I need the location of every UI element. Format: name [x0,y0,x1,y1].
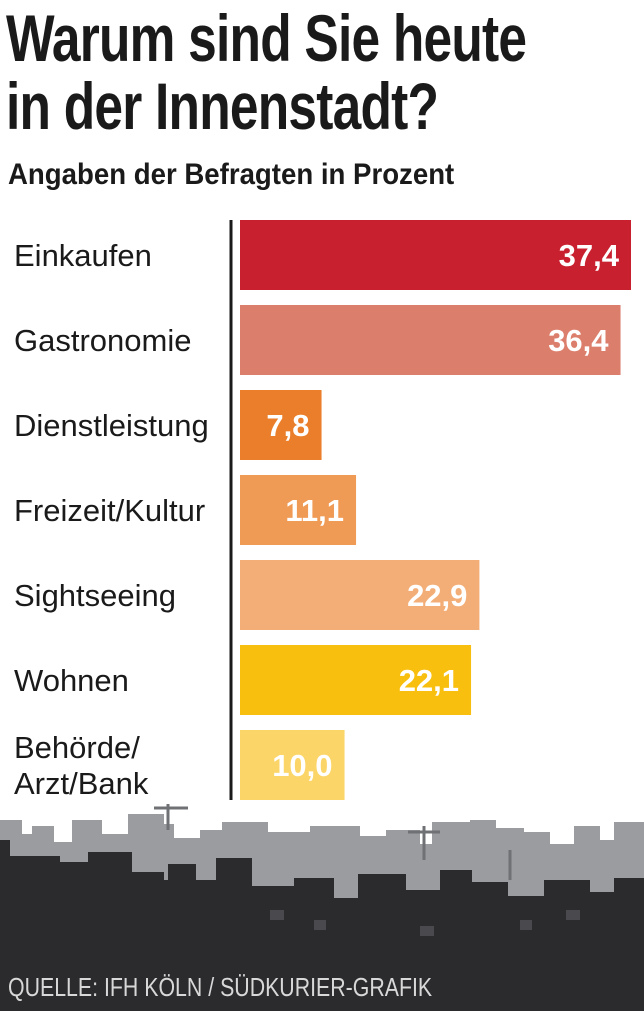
bar-chart: 37,4 Einkaufen 36,4 Gastronomie 7,8 Dienstlei… [14,220,631,800]
bars-group: 37,4 Einkaufen 36,4 Gastronomie 7,8 Dienstlei… [14,220,631,800]
bar-6 [240,730,345,800]
category-label: Gastronomie [14,323,191,358]
bar-value-label: 22,1 [399,663,459,698]
city-skyline-illustration [0,804,644,1011]
category-label: Dienstleistung [14,408,209,443]
chart-subtitle: Angaben der Befragten in Prozent [8,158,455,191]
bar-value-label: 10,0 [272,748,332,783]
source-credit: QUELLE: IFH KÖLN / SÜDKURIER-GRAFIK [8,972,433,1002]
bar-value-label: 7,8 [266,408,309,443]
bar-value-label: 11,1 [285,493,344,528]
category-label: Wohnen [14,663,129,698]
bar-value-label: 22,9 [407,578,467,613]
bar-3 [240,475,357,545]
bar-5 [240,645,472,715]
bar-0 [240,220,631,290]
bar-4 [240,560,480,630]
bar-1 [240,305,621,375]
category-label: Behörde/Arzt/Bank [14,730,149,800]
category-label: Freizeit/Kultur [14,493,205,528]
bar-value-label: 36,4 [548,323,609,358]
bar-2 [240,390,322,460]
category-label: Sightseeing [14,578,176,613]
bar-value-label: 37,4 [559,238,620,273]
category-label: Einkaufen [14,238,152,273]
chart-title: Warum sind Sie heute in der Innenstadt? [6,1,527,143]
